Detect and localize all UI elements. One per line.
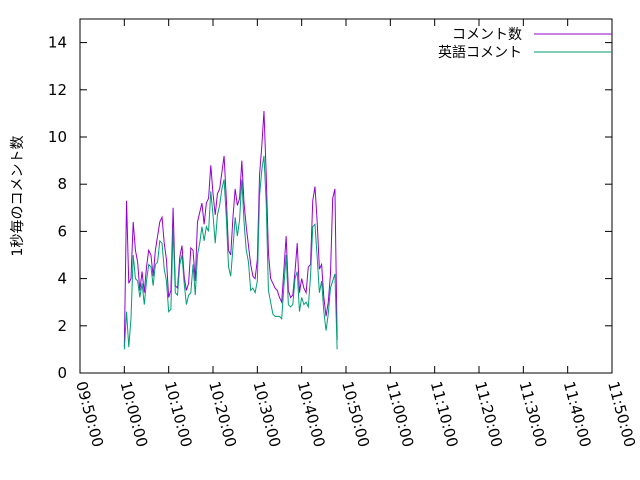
series-line-1 [123, 155, 338, 350]
y-tick-label: 0 [57, 364, 67, 382]
series-line-0 [123, 111, 338, 348]
plot-frame [79, 18, 613, 374]
legend-label: コメント数 [452, 27, 522, 43]
y-tick-label: 10 [48, 128, 67, 146]
y-axis-title: 1秒毎のコメント数 [10, 136, 26, 257]
legend-label: 英語コメント [438, 44, 522, 61]
y-tick-label: 14 [48, 34, 67, 52]
y-tick-label: 8 [57, 175, 67, 193]
y-tick-label: 2 [57, 317, 67, 335]
y-tick-label: 4 [57, 270, 67, 288]
series-layer [123, 111, 338, 350]
y-tick-label: 6 [57, 222, 67, 240]
y-tick-label: 12 [48, 81, 67, 99]
